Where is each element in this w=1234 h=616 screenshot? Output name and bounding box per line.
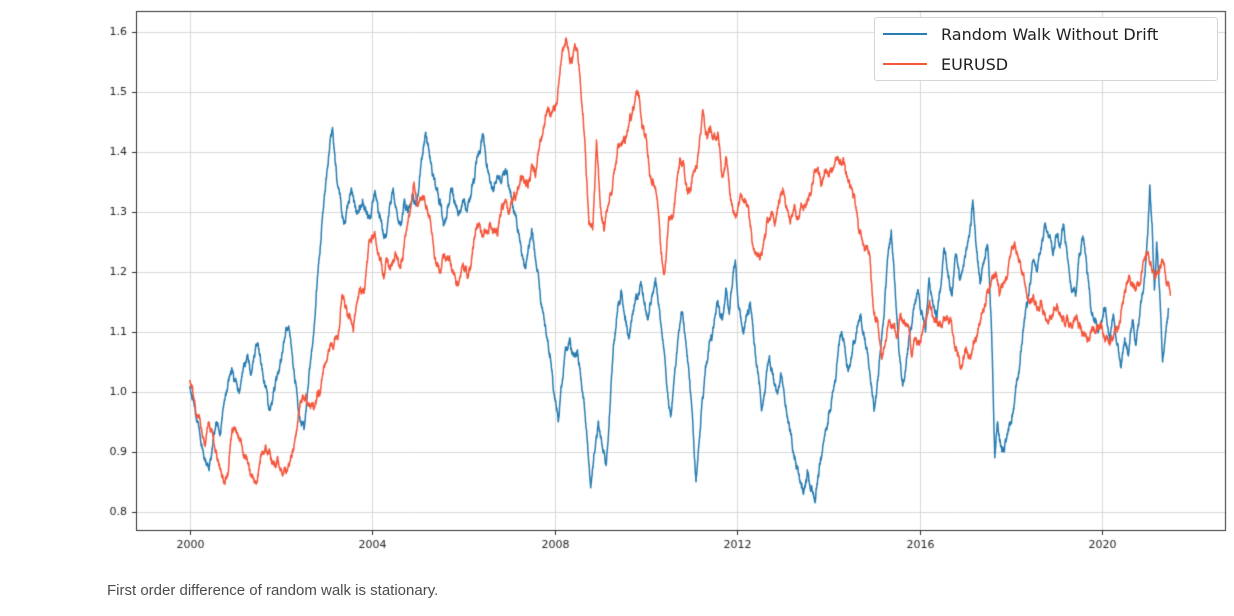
legend-line-swatch-blue [883, 33, 927, 35]
legend-item-eurusd: EURUSD [883, 50, 1209, 78]
chart-caption: First order difference of random walk is… [107, 582, 439, 599]
chart-legend: Random Walk Without Drift EURUSD [874, 17, 1218, 81]
legend-label-random-walk: Random Walk Without Drift [941, 24, 1159, 44]
line-chart [0, 0, 1234, 570]
legend-line-swatch-red [883, 63, 927, 65]
legend-item-random-walk: Random Walk Without Drift [883, 20, 1209, 48]
legend-label-eurusd: EURUSD [941, 54, 1009, 74]
